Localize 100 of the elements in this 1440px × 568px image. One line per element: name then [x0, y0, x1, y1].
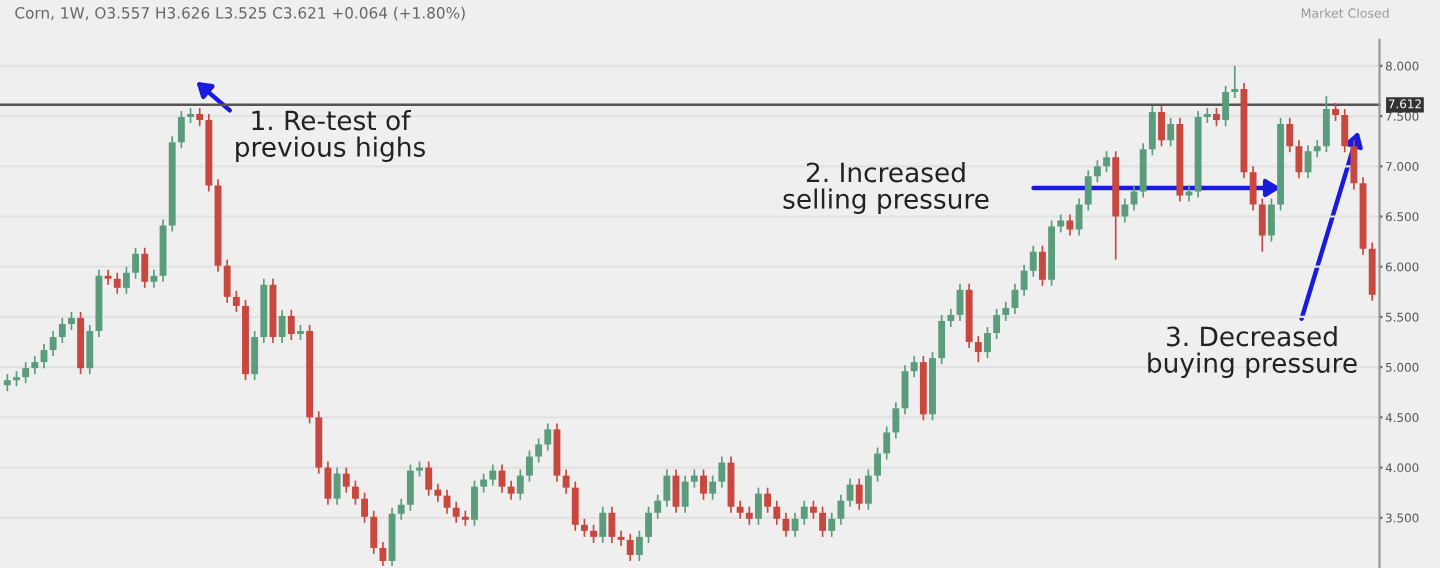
candlestick: [22, 361, 30, 385]
candlestick: [351, 479, 359, 506]
candlestick: [580, 517, 588, 538]
candlestick: [1268, 197, 1275, 243]
candlestick: [800, 499, 808, 526]
candlestick: [1066, 213, 1074, 237]
candlestick: [1203, 107, 1211, 124]
candlestick: [342, 466, 350, 494]
candlestick: [452, 500, 460, 524]
candlestick: [1295, 139, 1303, 180]
candlestick: [1057, 213, 1065, 234]
candlestick: [1258, 197, 1266, 253]
candlestick: [947, 308, 955, 328]
candlestick: [1350, 139, 1358, 191]
candlestick: [571, 480, 579, 532]
candlestick: [86, 324, 94, 376]
candlestick: [379, 541, 387, 567]
candlestick: [196, 107, 204, 127]
candlestick: [1103, 150, 1110, 174]
candlestick: [1213, 107, 1220, 127]
candlestick: [1286, 117, 1294, 154]
candlestick: [1222, 85, 1230, 127]
candlestick: [819, 505, 827, 538]
candlestick: [1304, 144, 1312, 180]
candlestick: [49, 330, 57, 357]
candlestick: [507, 479, 515, 501]
candlestick: [709, 474, 717, 501]
candlestick: [406, 463, 414, 512]
candlestick: [645, 505, 652, 544]
candlestick: [1231, 65, 1239, 99]
candlestick: [324, 460, 332, 506]
candlestick: [663, 468, 671, 508]
candlestick: [910, 355, 918, 379]
candlestick: [287, 309, 295, 341]
candlestick: [544, 422, 552, 452]
candlestick: [755, 486, 762, 526]
candlestick: [150, 268, 158, 289]
candlestick: [278, 309, 286, 344]
candlestick: [1093, 159, 1101, 184]
candlestick: [370, 509, 378, 555]
candlestick: [489, 463, 497, 487]
candlestick: [434, 482, 442, 503]
candlestick: [516, 468, 524, 501]
candlestick: [938, 314, 946, 365]
candlestick: [1020, 263, 1028, 297]
candlestick: [791, 511, 799, 538]
candlestick: [526, 449, 533, 483]
candlestick: [1167, 117, 1175, 148]
candlestick: [1002, 301, 1010, 322]
candlestick: [1029, 244, 1037, 278]
candlestick: [397, 497, 405, 521]
candlestick: [361, 491, 369, 524]
candlestick: [993, 308, 1001, 340]
candlestick: [809, 499, 817, 520]
candlestick: [562, 468, 570, 495]
candlestick: [68, 311, 75, 331]
candlestick: [1322, 95, 1330, 154]
candlestick: [104, 268, 112, 286]
candlestick: [736, 499, 744, 520]
candlestick: [31, 355, 39, 376]
candlestick: [333, 466, 341, 506]
candlestick: [626, 533, 634, 562]
candlestick: [1158, 105, 1165, 148]
candlestick: [599, 505, 607, 544]
candlestick: [471, 479, 478, 527]
candlestick: [773, 499, 781, 526]
candlestick: [1341, 108, 1349, 154]
candlestick: [855, 477, 863, 511]
candlestick: [1139, 142, 1147, 199]
candlestick: [654, 493, 662, 520]
candlestick: [1332, 102, 1339, 122]
candlestick: [681, 474, 689, 514]
candlestick: [132, 246, 140, 280]
candlestick: [232, 289, 240, 313]
candlestick: [892, 401, 900, 440]
annotation: 1. Re-test of previous highs: [236, 109, 425, 163]
candlestick: [1249, 165, 1257, 212]
candlestick: [874, 446, 881, 483]
candlestick: [535, 437, 543, 464]
candlestick: [718, 455, 726, 489]
candlestick: [837, 493, 845, 526]
candlestick: [700, 468, 707, 501]
candlestick: [1075, 197, 1083, 237]
candlestick: [984, 326, 991, 359]
candlestick: [480, 472, 488, 494]
candlestick: [590, 523, 598, 544]
annotation: 2. Increased selling pressure: [783, 161, 989, 215]
candlestick: [864, 468, 872, 511]
candlestick: [635, 530, 643, 562]
candlestick: [690, 468, 698, 489]
candlestick: [113, 271, 121, 295]
candlestick: [425, 460, 433, 497]
candlestick: [974, 335, 982, 363]
candlestick: [223, 258, 231, 304]
candlestick: [828, 511, 836, 538]
candlestick: [608, 505, 616, 544]
candlestick: [1084, 169, 1092, 212]
candlestick: [177, 110, 185, 150]
candlestick: [764, 486, 772, 514]
candlestick: [1368, 241, 1376, 302]
